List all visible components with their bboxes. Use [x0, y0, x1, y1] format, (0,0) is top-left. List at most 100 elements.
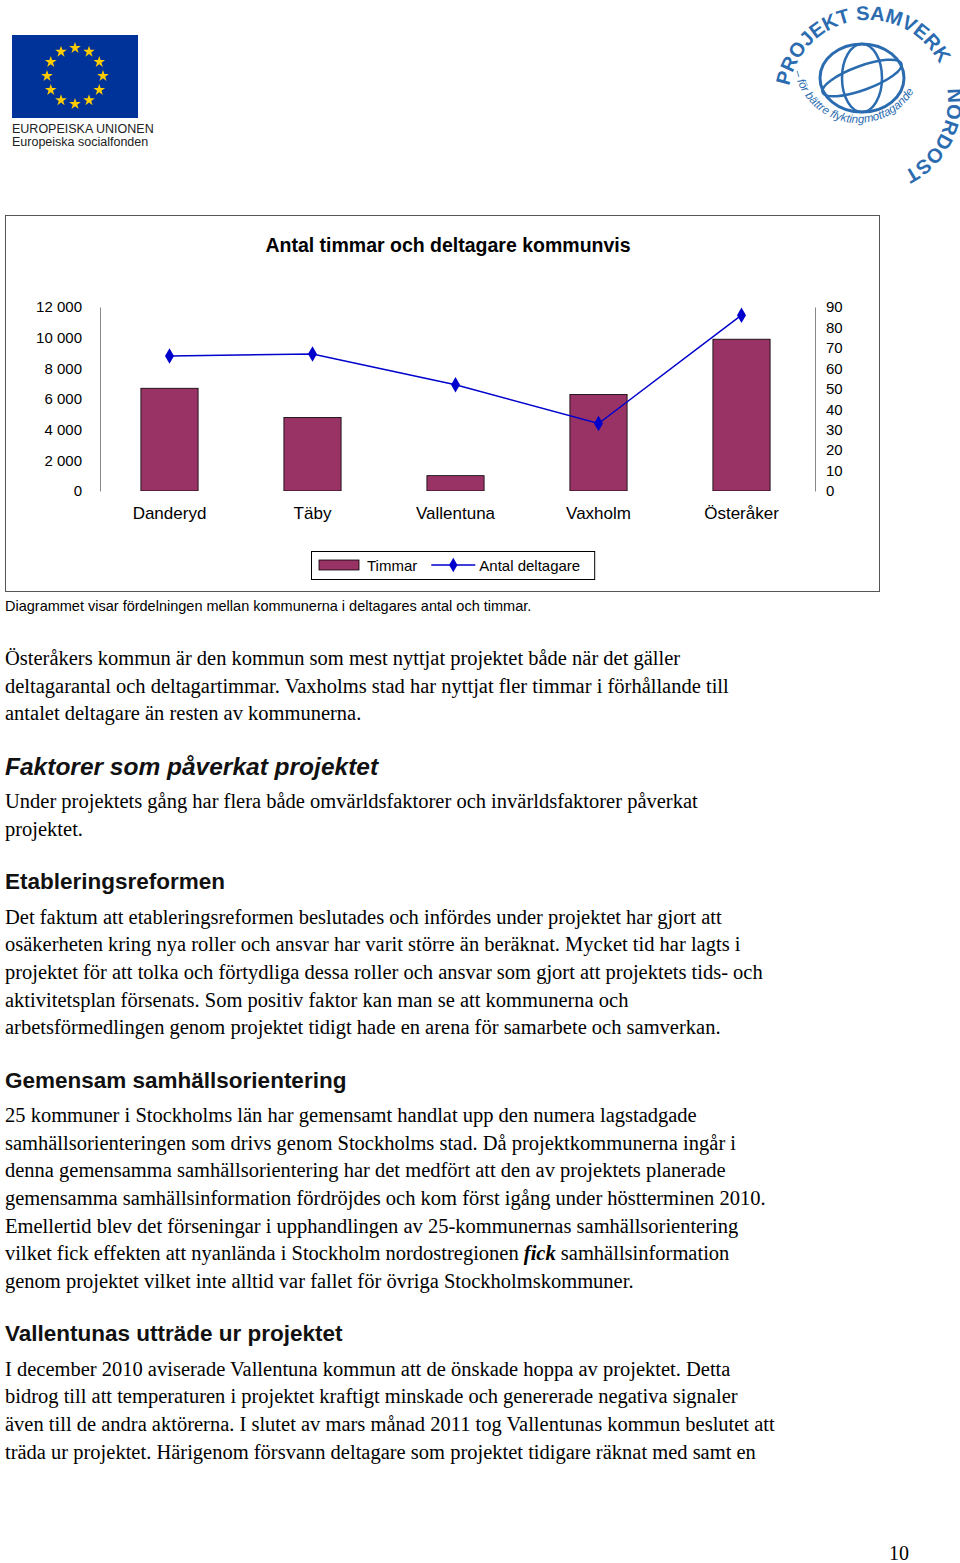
y2-axis-tick-label: 40	[826, 401, 843, 418]
y-axis-tick-label: 0	[74, 482, 82, 499]
y2-axis: 0 10 20 30 40 50 60 70 80 90	[815, 298, 843, 499]
chart-caption: Diagrammet visar fördelningen mellan kom…	[5, 598, 531, 614]
logo-globe-orbit	[842, 44, 882, 112]
body-line: 25 kommuner i Stockholms län har gemensa…	[5, 1104, 697, 1127]
y2-axis-tick-label: 60	[826, 360, 843, 377]
body-line: träda ur projektet. Härigenom försvann d…	[5, 1441, 756, 1464]
body-line: genom projektet vilket inte alltid var f…	[5, 1270, 634, 1293]
legend-label: Antal deltagare	[479, 557, 580, 574]
legend-box	[312, 552, 595, 580]
y-axis-tick: 10 000	[36, 329, 100, 346]
body-line: bidrog till att temperaturen i projektet…	[5, 1385, 738, 1408]
body-line: deltagarantal och deltagartimmar. Vaxhol…	[5, 675, 729, 698]
y2-axis-tick: 10	[815, 462, 843, 479]
y2-axis-tick-label: 20	[826, 441, 843, 458]
y2-axis-tick: 0	[815, 482, 834, 499]
x-axis-tick-label: Täby	[294, 504, 332, 523]
y2-axis-tick-label: 0	[826, 482, 834, 499]
y2-axis-tick: 70	[815, 339, 843, 356]
body-line: projektet.	[5, 818, 83, 841]
y2-axis-line	[815, 308, 816, 492]
y2-axis-tick-label: 90	[826, 298, 843, 315]
chart-title: Antal timmar och deltagare kommunvis	[265, 234, 630, 256]
section-heading: Gemensam samhällsorientering	[5, 1068, 346, 1093]
legend-swatch	[319, 560, 359, 570]
x-axis-tick-label: Österåker	[704, 504, 779, 523]
y-axis-tick-label: 2 000	[44, 452, 82, 469]
bar	[713, 339, 770, 491]
body-line: vilket fick effekten att nyanlända i Sto…	[5, 1242, 729, 1265]
x-axis: Danderyd Täby Vallentuna Vaxholm Österåker	[99, 491, 814, 523]
legend-marker	[449, 558, 457, 572]
x-axis-tick: Vaxholm	[566, 491, 631, 523]
body-line: även till de andra aktörerna. I slutet a…	[5, 1413, 775, 1436]
body-line: aktivitetsplan försenats. Som positiv fa…	[5, 989, 628, 1012]
section-heading: Etableringsreformen	[5, 869, 225, 894]
bar	[141, 388, 198, 491]
eu-star	[83, 46, 95, 57]
y-axis-tick-label: 8 000	[44, 360, 82, 377]
body-line: samhällsorienteringen som drivs genom St…	[5, 1132, 736, 1155]
section-heading: Vallentunas utträde ur projektet	[5, 1321, 343, 1346]
y-axis-tick-label: 10 000	[36, 329, 82, 346]
y-axis-tick: 4 000	[44, 421, 100, 438]
body-line: Emellertid blev det förseningar i upphan…	[5, 1215, 738, 1238]
legend: TimmarAntal deltagare	[312, 552, 595, 580]
project-logo: PROJEKT SAMVERKNORDOST– för bättre flykt…	[772, 2, 960, 188]
eu-star	[45, 56, 57, 67]
body-line: Under projektets gång har flera både omv…	[5, 790, 698, 813]
body-line: Österåkers kommun är den kommun som mest…	[5, 647, 680, 670]
body-line: denna gemensamma samhällsorientering har…	[5, 1159, 726, 1182]
eu-star	[69, 42, 81, 53]
eu-star	[55, 94, 67, 105]
x-axis-tick-label: Vallentuna	[416, 504, 496, 523]
eu-flag	[12, 35, 138, 118]
body-text: Diagrammet visar fördelningen mellan kom…	[5, 598, 775, 1464]
eu-logo-line1: EUROPEISKA UNIONEN	[12, 122, 154, 136]
x-axis-tick: Täby	[294, 491, 332, 523]
section-heading: Faktorer som påverkat projektet	[5, 753, 379, 780]
y2-axis-tick-label: 30	[826, 421, 843, 438]
logo-globe-orbit	[818, 52, 905, 103]
y-axis-tick-label: 6 000	[44, 390, 82, 407]
body-line: arbetsförmedlingen genom projektet tidig…	[5, 1016, 721, 1039]
logo-region-path: NORDOST	[901, 88, 960, 188]
line-marker	[165, 348, 174, 364]
x-axis-tick: Danderyd	[133, 491, 207, 523]
bar	[284, 417, 341, 491]
x-axis-tick-label: Vaxholm	[566, 504, 631, 523]
page-canvas: EUROPEISKA UNIONENEuropeiska socialfonde…	[0, 0, 960, 1563]
line-marker	[594, 416, 603, 432]
y2-axis-tick: 20	[815, 441, 843, 458]
eu-star	[93, 56, 105, 67]
body-line: gemensamma samhällsinformation fördröjde…	[5, 1187, 766, 1210]
x-axis-line	[99, 491, 814, 492]
y2-axis-tick-label: 80	[826, 319, 843, 336]
body-segment: vilket fick effekten att nyanlända i Sto…	[5, 1242, 524, 1265]
logo-tagline: – för bättre flyktingmottagande	[792, 68, 916, 125]
y2-axis-tick: 30	[815, 421, 843, 438]
body-line: Det faktum att etableringsreformen beslu…	[5, 906, 722, 929]
y-axis-tick: 12 000	[36, 298, 100, 315]
body-line: projektet för att tolka och förtydliga d…	[5, 961, 763, 984]
eu-star	[83, 94, 95, 105]
logo-region: NORDOST	[901, 88, 960, 188]
y2-axis-tick: 40	[815, 401, 843, 418]
y2-axis-tick-label: 10	[826, 462, 843, 479]
y2-axis-tick: 50	[815, 380, 843, 397]
y-axis-tick-label: 4 000	[44, 421, 82, 438]
line	[170, 315, 742, 423]
eu-star	[69, 98, 81, 109]
eu-star	[41, 70, 53, 81]
eu-logo: EUROPEISKA UNIONENEuropeiska socialfonde…	[12, 35, 154, 149]
eu-star	[45, 84, 57, 95]
chart: Antal timmar och deltagare kommunvis 0 2 0…	[6, 216, 880, 592]
body-segment: fick	[524, 1242, 557, 1265]
y2-axis-tick-label: 70	[826, 339, 843, 356]
y-axis-tick: 0	[74, 482, 100, 499]
y-axis-line	[100, 308, 101, 492]
x-axis-tick-label: Danderyd	[133, 504, 207, 523]
logo-tagline-path: – för bättre flyktingmottagande	[792, 68, 916, 125]
eu-logo-line2: Europeiska socialfonden	[12, 135, 148, 149]
x-axis-tick: Österåker	[704, 491, 779, 523]
